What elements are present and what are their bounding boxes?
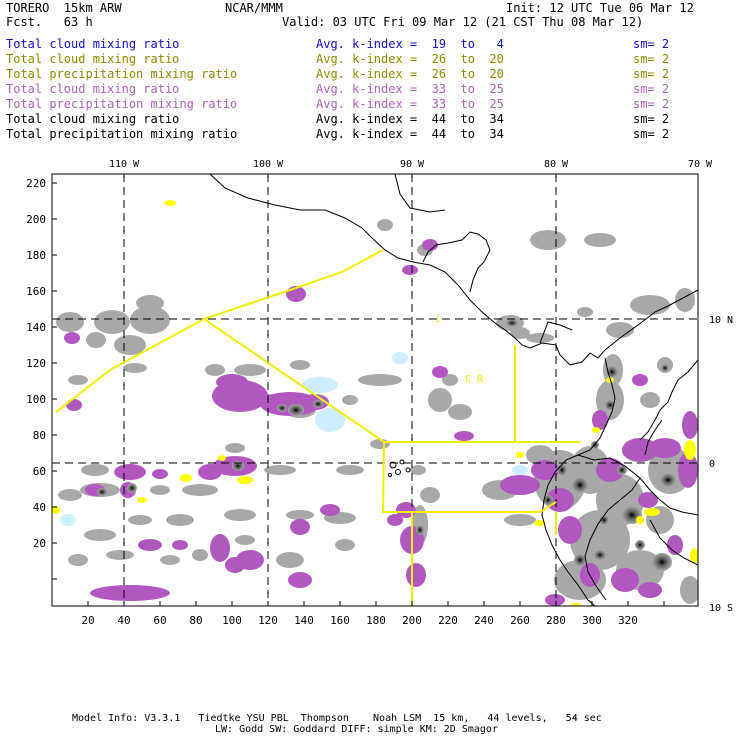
graticule xyxy=(52,174,698,606)
x-tick-label: 80 xyxy=(189,614,202,627)
legend-sm: sm= 2 xyxy=(633,52,670,66)
x-tick-label: 200 xyxy=(402,614,422,627)
y-tick-label: 120 xyxy=(26,357,46,370)
lon-label: 90 W xyxy=(400,159,425,170)
legend-kindex: Avg. k-index = 26 to 20 xyxy=(316,52,504,66)
forecast-hour: Fcst. 63 h xyxy=(6,15,93,29)
legend-sm: sm= 2 xyxy=(633,127,670,141)
legend-sm: sm= 2 xyxy=(633,97,670,111)
longitude-labels: 110 W 100 W 90 W 80 W 70 W xyxy=(109,159,713,170)
x-tick-label: 320 xyxy=(618,614,638,627)
legend-sm: sm= 2 xyxy=(633,82,670,96)
legend-field: Total precipitation mixing ratio xyxy=(6,97,238,111)
legend-field: Total cloud mixing ratio xyxy=(6,37,180,51)
axis-ticks xyxy=(52,182,665,606)
lon-label: 100 W xyxy=(253,159,284,170)
valid-time: Valid: 03 UTC Fri 09 Mar 12 (21 CST Thu … xyxy=(282,15,644,29)
lon-label: 70 W xyxy=(688,159,713,170)
y-tick-label: 40 xyxy=(33,501,46,514)
x-tick-label: 240 xyxy=(474,614,494,627)
model-title: TORERO 15km ARW xyxy=(6,1,122,15)
x-tick-label: 100 xyxy=(222,614,242,627)
legend-field: Total cloud mixing ratio xyxy=(6,82,180,96)
lat-label: 10 S xyxy=(709,603,733,614)
y-tick-label: 200 xyxy=(26,213,46,226)
legend-kindex: Avg. k-index = 33 to 25 xyxy=(316,97,504,111)
map-frame xyxy=(51,173,699,607)
yellow-marker: ı xyxy=(435,314,441,325)
x-tick-label: 300 xyxy=(582,614,602,627)
x-tick-label: 140 xyxy=(294,614,314,627)
y-tick-label: 220 xyxy=(26,177,46,190)
legend-kindex: Avg. k-index = 44 to 34 xyxy=(316,112,504,126)
init-time: Init: 12 UTC Tue 06 Mar 12 xyxy=(506,1,694,15)
lon-label: 80 W xyxy=(544,159,569,170)
legend-kindex: Avg. k-index = 33 to 25 xyxy=(316,82,504,96)
x-tick-label: 60 xyxy=(153,614,166,627)
legend-field: Total cloud mixing ratio xyxy=(6,52,180,66)
y-tick-label: 140 xyxy=(26,321,46,334)
latitude-labels: 10 N 0 10 S xyxy=(709,315,733,614)
y-tick-label: 60 xyxy=(33,465,46,478)
x-tick-label: 160 xyxy=(330,614,350,627)
legend-field: Total cloud mixing ratio xyxy=(6,112,180,126)
organization: NCAR/MMM xyxy=(225,1,283,15)
cloud-yellow-patches xyxy=(52,200,698,606)
y-tick-label: 160 xyxy=(26,285,46,298)
legend-kindex: Avg. k-index = 19 to 4 xyxy=(316,37,504,51)
region-label: C R xyxy=(465,374,484,385)
x-tick-labels: 20 40 60 80 100 120 140 160 180 200 220 … xyxy=(81,614,638,627)
region-boundaries xyxy=(55,249,580,606)
model-physics: LW: Godd SW: Goddard DIFF: simple KM: 2D… xyxy=(215,724,498,735)
legend-field: Total precipitation mixing ratio xyxy=(6,67,238,81)
x-tick-label: 40 xyxy=(117,614,130,627)
legend-sm: sm= 2 xyxy=(633,67,670,81)
legend-kindex: Avg. k-index = 26 to 20 xyxy=(316,67,504,81)
model-info: Model Info: V3.3.1 Tiedtke YSU PBL Thomp… xyxy=(72,713,602,724)
y-tick-label: 180 xyxy=(26,249,46,262)
coastlines xyxy=(209,174,698,606)
y-tick-label: 20 xyxy=(33,537,46,550)
x-tick-label: 280 xyxy=(546,614,566,627)
lon-label: 110 W xyxy=(109,159,140,170)
lat-label: 10 N xyxy=(709,315,733,326)
legend-field: Total precipitation mixing ratio xyxy=(6,127,238,141)
x-tick-label: 260 xyxy=(510,614,530,627)
legend-sm: sm= 2 xyxy=(633,112,670,126)
x-tick-label: 20 xyxy=(81,614,94,627)
legend-kindex: Avg. k-index = 44 to 34 xyxy=(316,127,504,141)
galapagos-islands xyxy=(388,459,411,477)
x-tick-label: 220 xyxy=(438,614,458,627)
y-tick-labels: 220 200 180 160 140 120 100 80 60 40 20 xyxy=(26,177,46,550)
x-tick-label: 180 xyxy=(366,614,386,627)
y-tick-label: 100 xyxy=(26,393,46,406)
lat-label: 0 xyxy=(709,459,715,470)
x-tick-label: 120 xyxy=(258,614,278,627)
y-tick-label: 80 xyxy=(33,429,46,442)
legend-sm: sm= 2 xyxy=(633,37,670,51)
